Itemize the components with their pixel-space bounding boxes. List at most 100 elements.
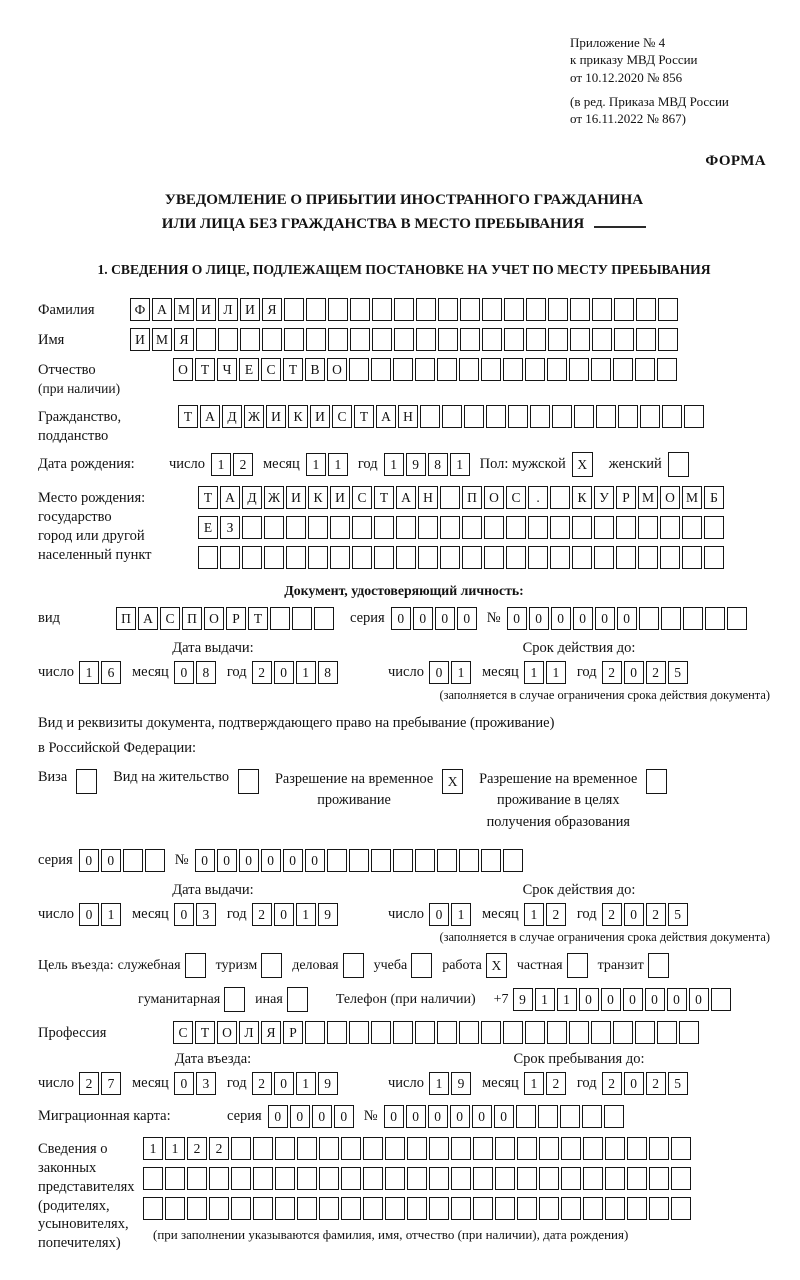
purpose-business-label: деловая <box>292 957 339 973</box>
char-box: 0 <box>572 607 593 631</box>
entry-purpose-label: Цель въезда: <box>38 957 114 973</box>
char-box <box>429 1137 449 1161</box>
char-box <box>220 546 240 570</box>
char-box <box>240 328 260 352</box>
purpose-private-checkbox <box>566 953 590 979</box>
char-box <box>187 1197 207 1221</box>
char-box: 0 <box>173 1072 194 1096</box>
char-box: 1 <box>143 1137 163 1161</box>
char-box: 0 <box>428 903 449 927</box>
char-box <box>275 1167 295 1191</box>
char-box: 0 <box>273 661 294 685</box>
char-box: 2 <box>78 1072 99 1096</box>
char-box <box>503 358 523 382</box>
char-box: X <box>442 768 464 794</box>
char-box <box>473 1167 493 1191</box>
char-box <box>481 1021 501 1045</box>
char-box: Я <box>262 298 282 322</box>
char-box: И <box>330 486 350 510</box>
char-box <box>594 516 614 540</box>
char-box <box>350 298 370 322</box>
char-box: 2 <box>601 903 622 927</box>
char-box <box>363 1137 383 1161</box>
char-box: 0 <box>616 607 637 631</box>
char-box <box>327 1021 347 1045</box>
birth-place-boxes-row3 <box>198 546 726 570</box>
char-box <box>371 358 391 382</box>
char-box: 0 <box>78 849 99 873</box>
char-box <box>581 1105 602 1129</box>
char-box <box>165 1167 185 1191</box>
section1-heading: 1. СВЕДЕНИЯ О ЛИЦЕ, ПОДЛЕЖАЩЕМ ПОСТАНОВК… <box>97 262 711 278</box>
char-box <box>187 1167 207 1191</box>
char-box <box>515 1105 536 1129</box>
char-box <box>275 1197 295 1221</box>
char-box <box>350 328 370 352</box>
char-box: 0 <box>623 661 644 685</box>
mig-number-label: № <box>363 1108 378 1125</box>
char-box: А <box>152 298 172 322</box>
char-box: А <box>200 404 220 428</box>
char-box <box>411 953 433 979</box>
char-box <box>495 1167 515 1191</box>
char-box: Т <box>195 358 215 382</box>
permit-issue-day-label: число <box>38 906 74 923</box>
char-box <box>224 987 246 1013</box>
char-box: 5 <box>667 903 688 927</box>
char-box <box>209 1167 229 1191</box>
id-valid-month-label: месяц <box>481 664 519 681</box>
char-box <box>704 607 725 631</box>
char-box <box>451 1167 471 1191</box>
char-box: 1 <box>305 453 326 477</box>
char-box <box>657 358 677 382</box>
residence-doc-text-line1: Вид и реквизиты документа, подтверждающе… <box>38 715 555 732</box>
char-box <box>253 1197 273 1221</box>
char-box <box>572 516 592 540</box>
char-box: 0 <box>688 988 709 1012</box>
purpose-official-label: служебная <box>117 957 181 973</box>
char-box: Т <box>283 358 303 382</box>
char-box <box>393 1021 413 1045</box>
legal-ref-line-4: (в ред. Приказа МВД России <box>570 93 729 109</box>
purpose-official-checkbox <box>184 953 208 979</box>
char-box: Л <box>239 1021 259 1045</box>
temp-residence-edu-label-line1: Разрешение на временное <box>479 770 638 787</box>
char-box <box>481 358 501 382</box>
char-box: Р <box>283 1021 303 1045</box>
char-box <box>363 1167 383 1191</box>
char-box <box>462 516 482 540</box>
residence-doc-text-line2: в Российской Федерации: <box>38 740 197 757</box>
temp-residence-edu-item: Разрешение на временное проживание в цел… <box>479 768 669 833</box>
char-box: 0 <box>412 607 433 631</box>
id-issue-year-label: год <box>226 664 247 681</box>
temp-residence-edu-checkbox <box>646 768 669 794</box>
char-box <box>704 546 724 570</box>
birth-place-label: Место рождения: государство город или др… <box>38 486 198 564</box>
char-box <box>618 404 638 428</box>
char-box: 1 <box>556 988 577 1012</box>
char-box: 0 <box>78 903 99 927</box>
representatives-label-line3: представителях <box>38 1178 135 1195</box>
doc-kind-label: вид <box>38 610 60 627</box>
representatives-label-line4: (родителях, <box>38 1197 110 1214</box>
char-box <box>237 768 259 794</box>
char-box: 3 <box>195 903 216 927</box>
char-box <box>264 516 284 540</box>
char-box <box>429 1167 449 1191</box>
char-box: 0 <box>333 1105 354 1129</box>
